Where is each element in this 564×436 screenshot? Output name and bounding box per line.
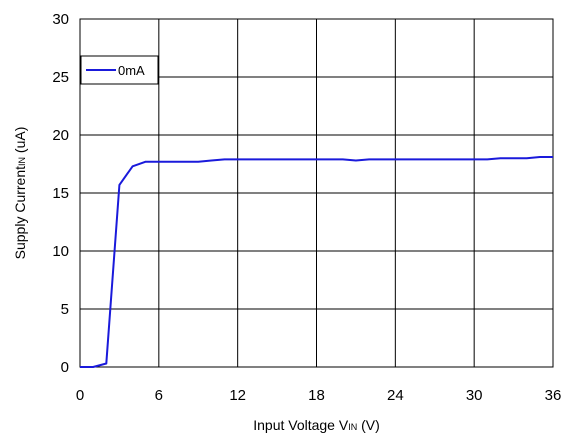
x-tick-label: 6 [155,387,163,404]
y-axis-label-unit: (uA) [12,127,28,157]
x-axis: 0 6 12 18 24 30 36 [76,387,562,404]
x-axis-label-unit: (V) [357,417,380,433]
y-tick-label: 5 [61,301,69,318]
y-tick-label: 20 [52,127,69,144]
y-tick-label: 25 [52,69,69,86]
x-tick-label: 36 [545,387,562,404]
series-line [80,156,553,368]
x-tick-label: 0 [76,387,84,404]
x-tick-label: 12 [229,387,246,404]
series-group [80,156,553,368]
y-axis-label-main: Supply Current [12,166,28,259]
y-axis: 0 5 10 15 20 25 30 [52,11,69,376]
x-axis-label: Input Voltage VIN (V) [253,417,380,433]
y-tick-label: 30 [52,11,69,28]
y-axis-label-subscript: IN [17,157,27,166]
x-tick-label: 24 [387,387,404,404]
x-tick-label: 18 [308,387,325,404]
plot-area [79,18,554,368]
x-tick-label: 30 [466,387,483,404]
y-tick-label: 0 [61,359,69,376]
legend: 0mA [80,55,159,85]
x-axis-label-subscript: IN [348,422,357,432]
y-axis-label: Supply CurrentIN (uA) [12,127,28,260]
y-tick-label: 10 [52,243,69,260]
y-tick-label: 15 [52,185,69,202]
legend-label: 0mA [118,63,145,78]
x-axis-label-main: Input Voltage V [253,417,349,433]
